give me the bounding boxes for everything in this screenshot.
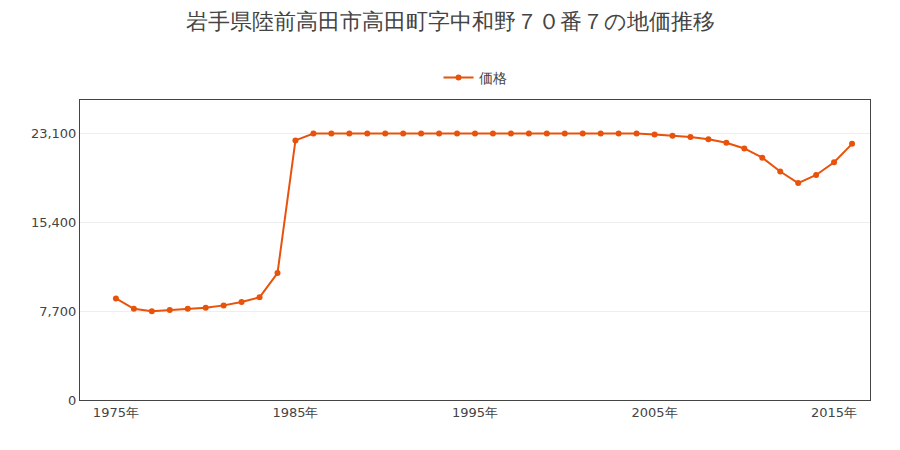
- svg-text:1975年: 1975年: [93, 405, 139, 420]
- svg-text:1985年: 1985年: [272, 405, 318, 420]
- svg-text:0: 0: [68, 393, 76, 408]
- svg-text:2015年: 2015年: [811, 405, 857, 420]
- svg-text:15,400: 15,400: [31, 215, 77, 230]
- svg-text:7,700: 7,700: [39, 304, 76, 319]
- svg-text:価格: 価格: [479, 70, 507, 86]
- svg-text:1995年: 1995年: [452, 405, 498, 420]
- svg-text:岩手県陸前高田市高田町字中和野７０番７の地価推移: 岩手県陸前高田市高田町字中和野７０番７の地価推移: [186, 9, 715, 34]
- svg-text:2005年: 2005年: [632, 405, 678, 420]
- svg-text:23,100: 23,100: [31, 126, 77, 141]
